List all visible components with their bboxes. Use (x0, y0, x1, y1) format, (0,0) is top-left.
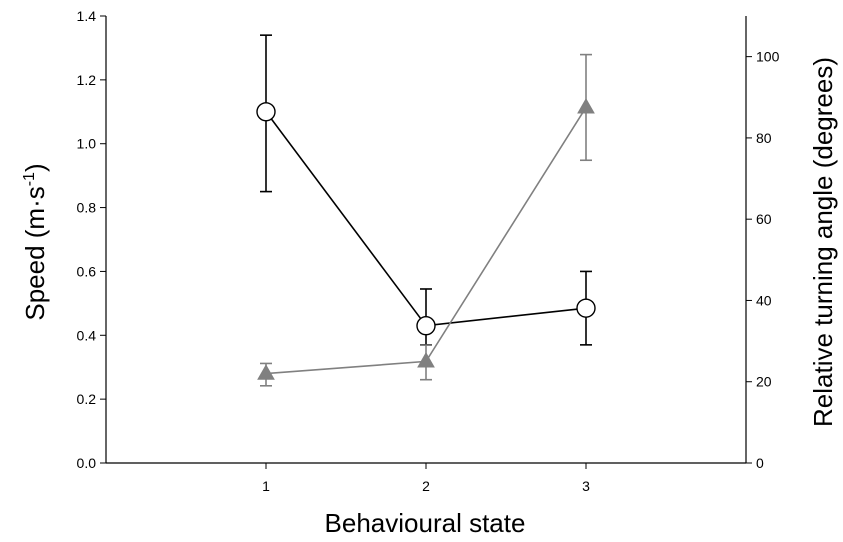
y-axis-left-title: Speed (m·s-1) (20, 163, 50, 320)
series-2 (257, 53, 595, 387)
series-2-point-2 (417, 352, 435, 368)
y-right-tick-label-4: 80 (756, 130, 772, 146)
y-right-tick-label-0: 0 (756, 455, 764, 471)
series-1-point-1 (256, 102, 276, 122)
ticks: 0.0 0.2 0.4 0.6 0.8 1.0 1.2 1.4 0 20 40 60 80 100 1 2 3 (77, 8, 780, 494)
y-left-tick-label-6: 1.2 (77, 72, 97, 88)
y-left-tick-label-2: 0.4 (77, 327, 97, 343)
y-left-tick-label-3: 0.6 (77, 263, 97, 279)
y-axis-left-title-sup: -1 (21, 172, 38, 186)
x-tick-label-2: 3 (582, 478, 590, 494)
y-right-tick-label-5: 100 (756, 49, 780, 65)
x-axis-title: Behavioural state (325, 508, 526, 538)
y-left-tick-label-4: 0.8 (77, 200, 97, 216)
y-left-tick-label-5: 1.0 (77, 136, 97, 152)
x-tick-label-0: 1 (262, 478, 270, 494)
x-tick-label-1: 2 (422, 478, 430, 494)
y-right-tick-label-2: 40 (756, 292, 772, 308)
y-left-tick-label-7: 1.4 (77, 8, 97, 24)
y-left-tick-label-0: 0.0 (77, 455, 97, 471)
series-1-point-2 (416, 316, 436, 336)
series-2-point-1 (257, 364, 275, 380)
series-1 (256, 34, 596, 346)
y-axis-right-title: Relative turning angle (degrees) (808, 57, 838, 427)
axes (105, 16, 747, 464)
y-axis-left-title-close: ) (20, 163, 50, 172)
series-1-point-3 (576, 298, 596, 318)
series-layer (256, 34, 596, 387)
y-left-tick-label-1: 0.2 (77, 391, 97, 407)
y-right-tick-label-3: 60 (756, 211, 772, 227)
y-axis-left-title-main: Speed (m·s (20, 186, 50, 320)
y-right-tick-label-1: 20 (756, 374, 772, 390)
series-2-point-3 (577, 98, 595, 114)
